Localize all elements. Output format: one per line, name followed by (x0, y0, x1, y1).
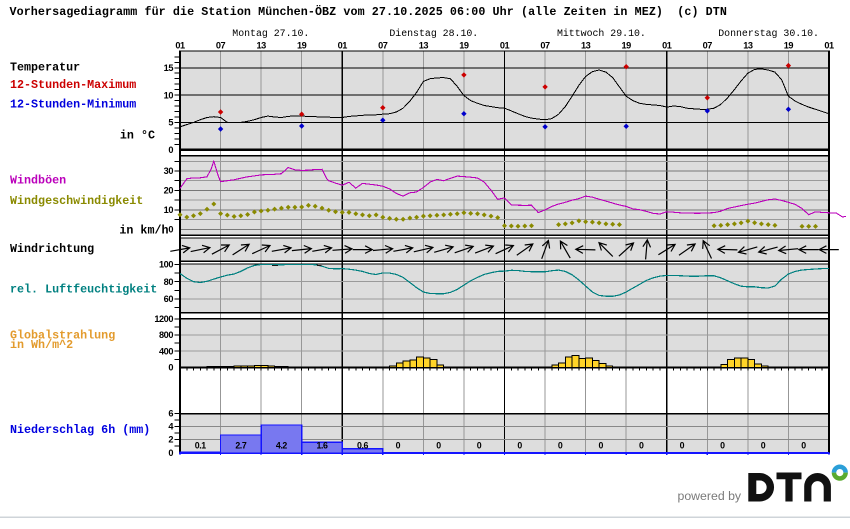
svg-text:4.2: 4.2 (276, 440, 288, 450)
svg-text:13: 13 (581, 40, 591, 50)
svg-text:in °C: in °C (120, 128, 155, 142)
svg-text:07: 07 (378, 40, 388, 50)
svg-text:13: 13 (256, 40, 266, 50)
svg-text:Temperatur: Temperatur (10, 60, 80, 74)
svg-text:0: 0 (436, 440, 441, 450)
svg-text:0: 0 (168, 448, 173, 458)
svg-text:19: 19 (297, 40, 307, 50)
svg-text:1.6: 1.6 (316, 440, 328, 450)
svg-text:0: 0 (477, 440, 482, 450)
svg-text:19: 19 (622, 40, 632, 50)
svg-text:0: 0 (168, 225, 173, 235)
svg-text:400: 400 (159, 346, 173, 356)
svg-text:0: 0 (598, 440, 603, 450)
svg-text:Mittwoch 29.10.: Mittwoch 29.10. (557, 28, 646, 39)
svg-text:07: 07 (216, 40, 226, 50)
svg-text:01: 01 (662, 40, 672, 50)
svg-text:10: 10 (164, 205, 174, 215)
svg-text:07: 07 (703, 40, 713, 50)
svg-text:15: 15 (164, 63, 174, 73)
svg-text:0: 0 (720, 440, 725, 450)
svg-text:13: 13 (419, 40, 429, 50)
svg-text:12-Stunden-Maximum: 12-Stunden-Maximum (10, 78, 136, 92)
svg-text:0: 0 (168, 363, 173, 373)
svg-text:19: 19 (784, 40, 794, 50)
svg-text:01: 01 (824, 40, 834, 50)
svg-text:30: 30 (164, 166, 174, 176)
svg-text:800: 800 (159, 330, 173, 340)
svg-text:0: 0 (680, 440, 685, 450)
svg-text:4: 4 (168, 422, 174, 432)
svg-text:0.6: 0.6 (357, 440, 369, 450)
svg-text:12-Stunden-Minimum: 12-Stunden-Minimum (10, 98, 136, 112)
svg-text:0: 0 (168, 145, 173, 155)
svg-text:Windrichtung: Windrichtung (10, 242, 94, 256)
svg-text:Windböen: Windböen (10, 173, 66, 187)
svg-text:0: 0 (396, 440, 401, 450)
svg-text:0: 0 (639, 440, 644, 450)
svg-text:1200: 1200 (154, 314, 173, 324)
svg-text:Montag 27.10.: Montag 27.10. (232, 28, 309, 39)
svg-text:in km/h: in km/h (119, 224, 168, 238)
svg-text:10: 10 (164, 90, 174, 100)
svg-text:0.1: 0.1 (195, 440, 207, 450)
svg-text:01: 01 (175, 40, 185, 50)
svg-text:5: 5 (168, 118, 173, 128)
svg-text:2: 2 (168, 435, 173, 445)
svg-text:Niederschlag 6h (mm): Niederschlag 6h (mm) (10, 423, 150, 437)
svg-text:powered by: powered by (678, 489, 742, 503)
svg-text:Vorhersagediagramm für die Sta: Vorhersagediagramm für die Station Münch… (10, 5, 727, 19)
svg-text:Dienstag 28.10.: Dienstag 28.10. (389, 28, 478, 39)
svg-text:Windgeschwindigkeit: Windgeschwindigkeit (10, 194, 143, 208)
svg-text:0: 0 (517, 440, 522, 450)
svg-text:20: 20 (164, 186, 174, 196)
svg-text:07: 07 (540, 40, 550, 50)
svg-text:100: 100 (159, 260, 173, 270)
svg-text:Donnerstag 30.10.: Donnerstag 30.10. (718, 28, 819, 39)
svg-text:6: 6 (168, 409, 173, 419)
svg-text:2.7: 2.7 (235, 440, 247, 450)
svg-text:13: 13 (743, 40, 753, 50)
svg-text:0: 0 (761, 440, 766, 450)
svg-text:01: 01 (338, 40, 348, 50)
svg-text:80: 80 (164, 277, 174, 287)
svg-text:0: 0 (801, 440, 806, 450)
svg-text:in Wh/m^2: in Wh/m^2 (10, 338, 73, 352)
svg-text:60: 60 (164, 294, 174, 304)
svg-text:Globalstrahlung: Globalstrahlung (10, 329, 115, 343)
svg-text:rel. Luftfeuchtigkeit: rel. Luftfeuchtigkeit (10, 282, 157, 296)
svg-text:01: 01 (500, 40, 510, 50)
svg-text:0: 0 (558, 440, 563, 450)
svg-text:19: 19 (459, 40, 469, 50)
